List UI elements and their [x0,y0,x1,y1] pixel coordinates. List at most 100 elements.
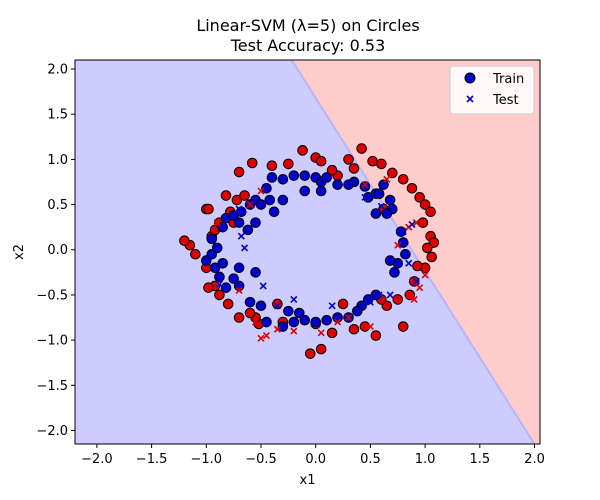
test-point [412,277,420,285]
test-point [273,302,281,310]
test-point [259,282,267,290]
train-point [211,242,223,254]
test-point [416,284,424,292]
train-point [288,316,300,328]
train-point [220,282,232,293]
test-point [213,219,221,227]
train-point [272,298,283,310]
train-point [370,330,382,341]
train-point [190,248,201,260]
train-point [244,296,256,308]
train-point [406,183,418,194]
train-point [250,267,261,278]
points-layer [179,143,440,359]
train-point [277,321,289,332]
train-point [277,194,289,206]
x-tick-label: 0.5 [360,452,381,467]
test-point [361,193,369,201]
train-point [343,179,354,190]
test-point [257,334,265,342]
test-point [386,291,394,299]
train-point [381,208,393,219]
train-point [425,206,436,218]
train-point [356,143,367,154]
x-axis: −2.0 −1.5 −1.0 −0.5 0.0 0.5 1.0 1.5 2.0 [81,444,545,467]
train-point [348,163,360,174]
train-point [389,267,400,278]
y-tick-label: 0.0 [47,243,68,258]
y-tick-label: −2.0 [36,424,68,439]
chart-title: Linear-SVM (λ=5) on Circles [196,16,419,35]
y-axis-label: x2 [12,244,27,260]
chart-subtitle: Test Accuracy: 0.53 [230,36,386,55]
train-point [326,327,338,339]
train-point [326,164,338,176]
train-point [261,183,272,194]
train-point [266,172,278,183]
train-point [359,321,371,332]
test-point [235,205,243,213]
x-tick-label: 1.5 [469,452,490,467]
train-point [315,185,327,197]
train-point [283,305,294,317]
train-point [206,233,218,245]
train-point [231,194,243,206]
test-point [290,295,298,304]
x-tick-label: −1.5 [136,452,168,467]
train-point [297,145,308,156]
decision-region-class1 [291,60,540,444]
train-point [426,251,437,263]
train-point [214,271,225,283]
train-point [332,312,343,323]
train-point [419,199,431,210]
test-point [215,280,223,288]
legend: Train Test [449,65,535,115]
x-tick-label: 0.0 [305,452,326,467]
test-point [251,318,260,326]
train-point [332,179,343,190]
train-point [217,257,229,269]
y-tick-label: 1.5 [47,108,68,123]
train-point [373,188,385,200]
train-point [246,157,258,169]
test-point [317,329,325,337]
train-point [422,242,433,254]
train-point [400,248,411,260]
y-tick-label: 0.5 [47,198,68,213]
x-tick-label: −0.5 [245,452,277,467]
decision-boundary-line [290,60,536,444]
test-point [366,298,374,306]
train-point [179,235,190,247]
y-tick-label: −1.5 [36,379,68,394]
train-point [351,305,363,317]
legend-train-marker [464,72,476,84]
train-point [283,158,294,170]
train-point [343,154,354,165]
train-point [417,217,429,228]
train-point [209,262,221,274]
train-point [299,185,311,197]
plot-area [75,60,540,444]
train-point [228,273,239,284]
test-point [241,244,249,252]
train-point [395,226,407,237]
train-point [299,170,311,181]
train-point [244,307,256,319]
train-point [293,307,305,319]
test-point [408,220,416,229]
train-point [266,160,278,172]
test-point [241,191,249,200]
train-point [370,208,382,219]
train-point [277,173,289,185]
test-point [383,175,391,183]
train-point [348,323,360,335]
train-point [250,217,261,228]
x-tick-label: −1.0 [191,452,223,467]
y-tick-label: 1.0 [47,153,68,168]
train-point [386,167,398,179]
test-point [273,325,281,333]
test-point [237,232,245,240]
test-point [344,313,353,322]
train-point [203,282,214,293]
